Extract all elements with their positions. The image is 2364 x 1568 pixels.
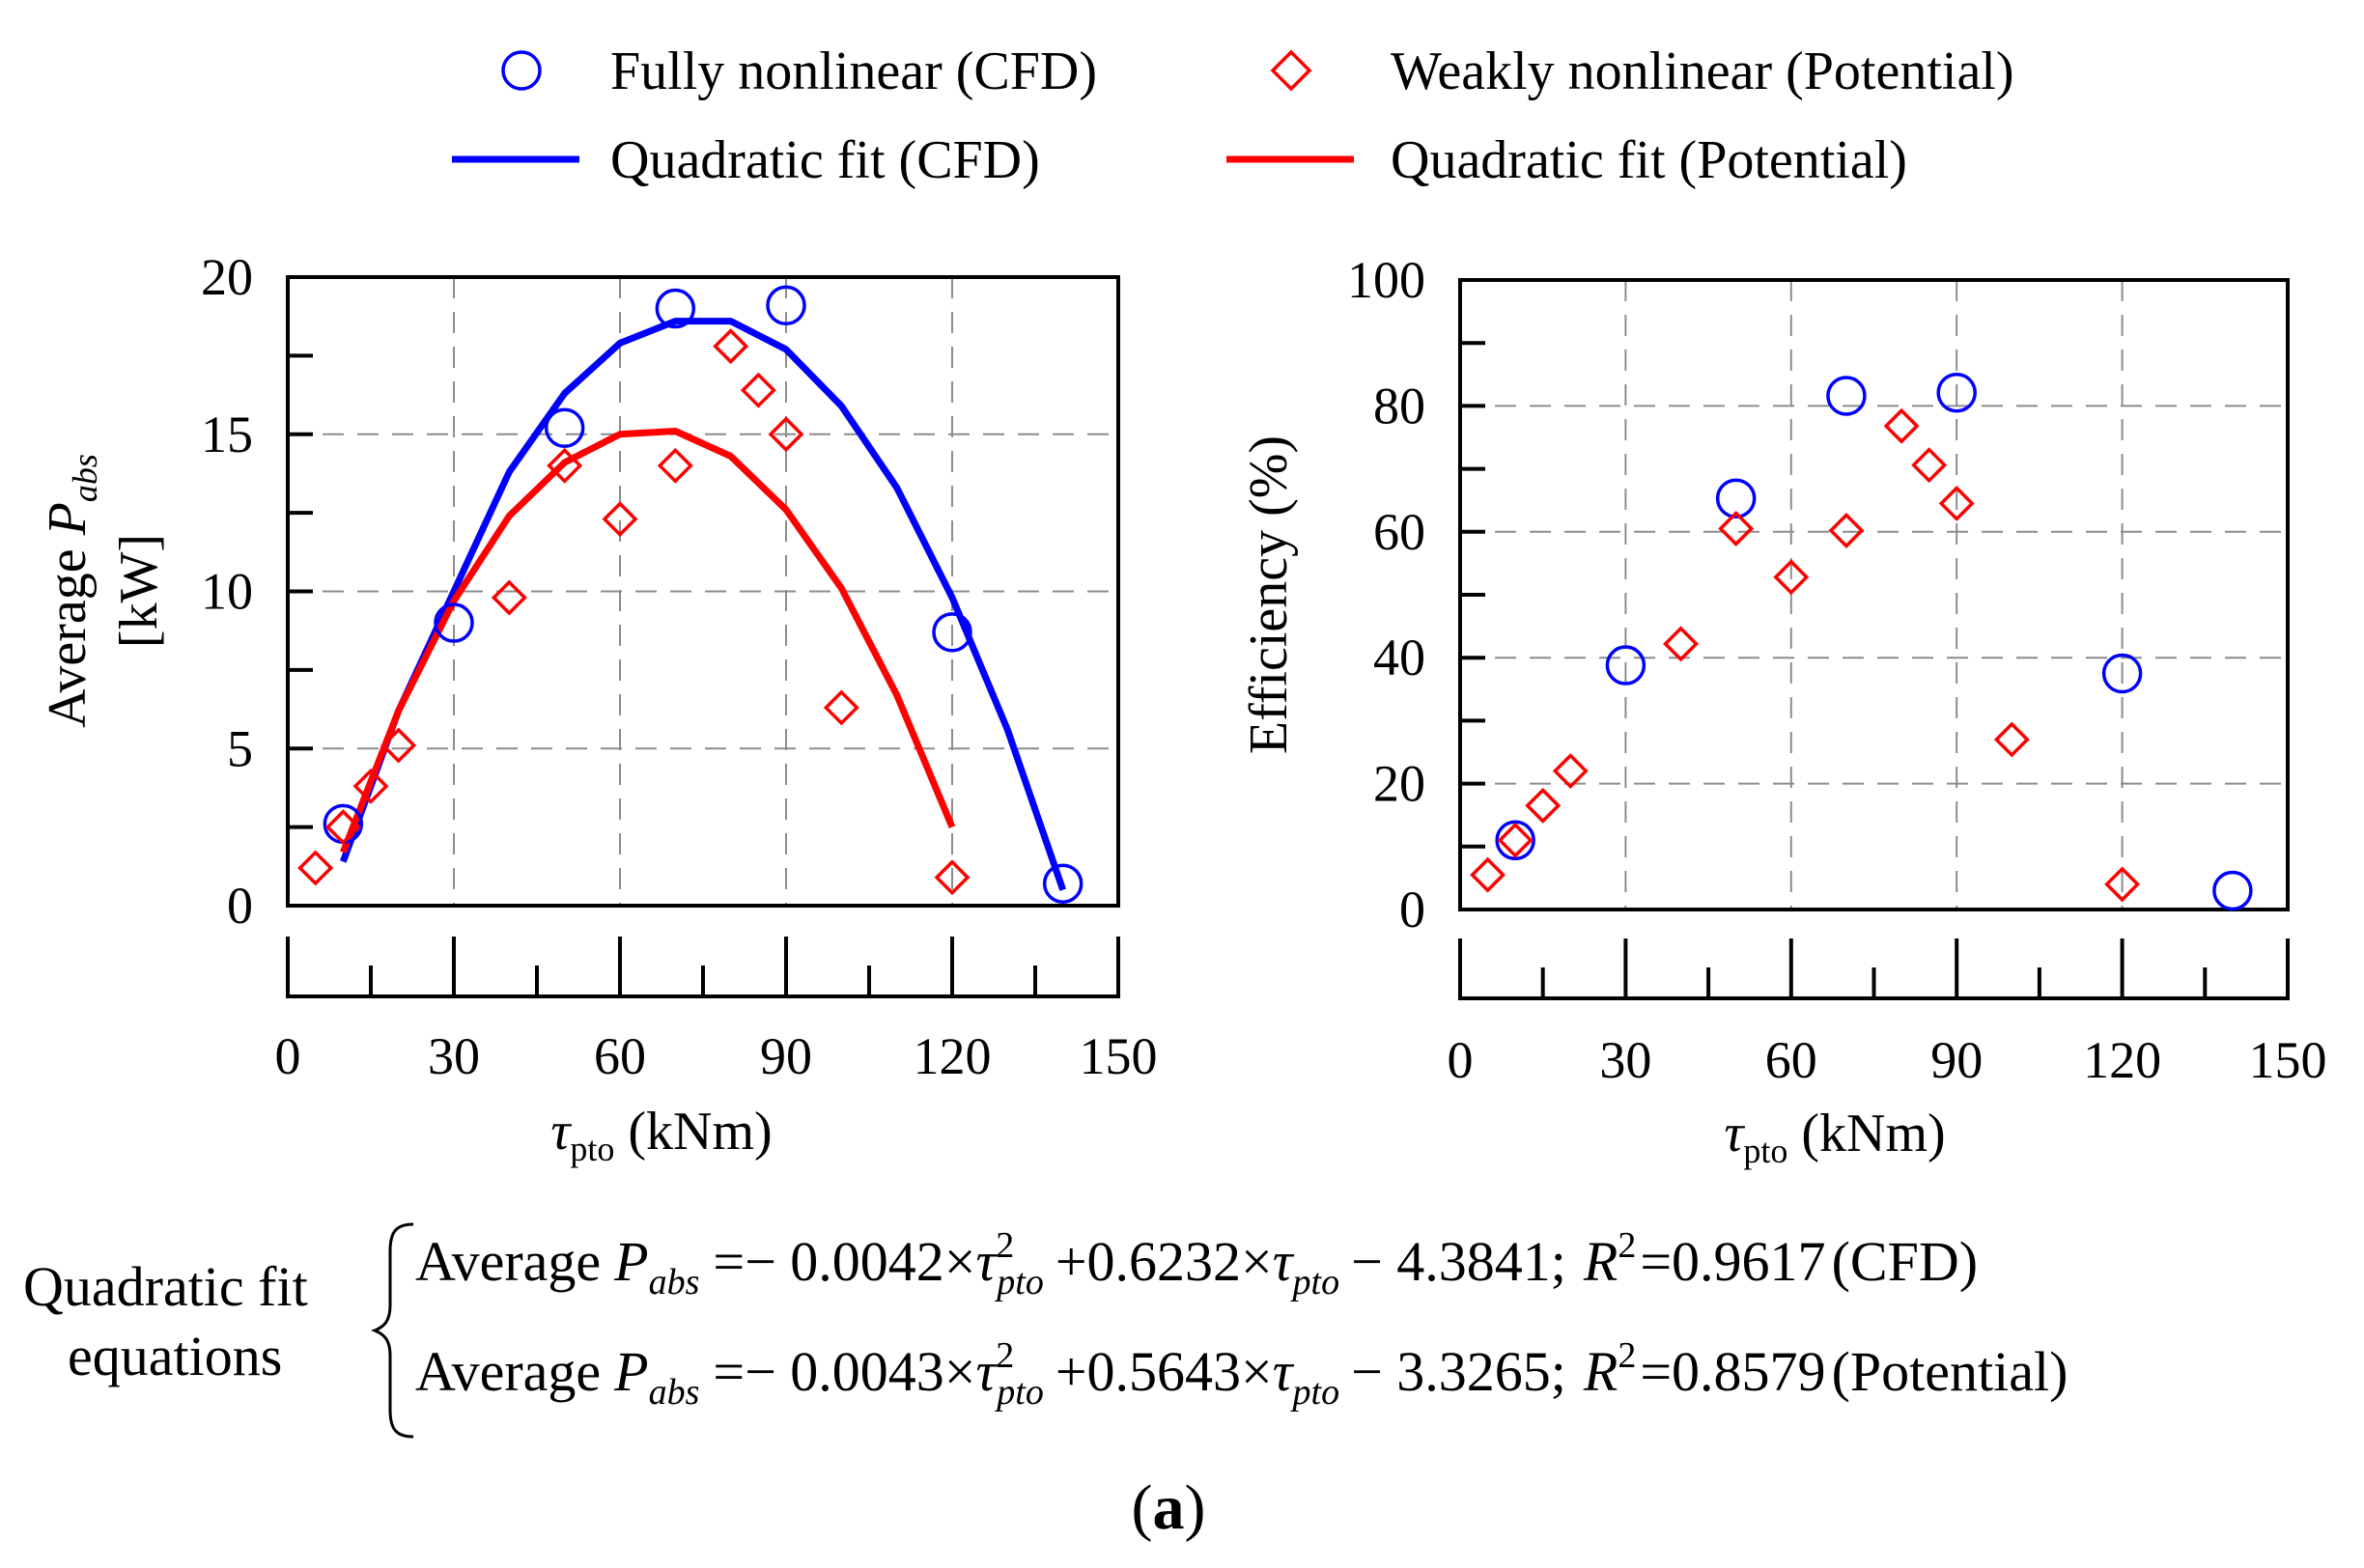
x-tick-label: 90 xyxy=(760,1027,812,1085)
data-point-potential xyxy=(1470,856,1506,893)
data-point-potential xyxy=(1993,721,2030,758)
data-layer xyxy=(1470,372,2253,911)
ticks: 0 5 10 15 20 0 30 60 90 120 150 xyxy=(201,248,1158,1085)
legend-potential-marker xyxy=(1270,49,1312,92)
x-tick-label: 30 xyxy=(1599,1031,1651,1089)
x-tick-label: 60 xyxy=(1765,1031,1817,1089)
y-axis-label: Efficiency (%) xyxy=(1239,435,1299,754)
y-tick-label: 10 xyxy=(201,563,253,621)
data-point-potential xyxy=(768,416,804,453)
y-tick-label: 15 xyxy=(201,406,253,463)
x-tick-label: 150 xyxy=(2249,1031,2327,1089)
fit-equations: Quadratic fit equations Average Pabs =− 0.… xyxy=(23,1222,2068,1439)
x-axis-label: τpto (kNm) xyxy=(1724,1104,1945,1170)
grid xyxy=(288,277,1118,906)
data-point-potential xyxy=(297,850,334,886)
data-layer xyxy=(297,285,1084,904)
data-point-potential xyxy=(352,768,389,804)
data-point-potential xyxy=(1938,485,1975,521)
plot-frame xyxy=(1458,278,2290,911)
equation-cfd: Average Pabs =− 0.0042×τ2 pto +0.6232×τpto − … xyxy=(415,1225,1978,1302)
data-point-cfd xyxy=(932,612,972,653)
x-axis-label: τpto (kNm) xyxy=(550,1102,772,1168)
data-point-potential xyxy=(602,501,638,538)
fit-line xyxy=(340,428,956,854)
x-tick-label: 0 xyxy=(1448,1031,1474,1089)
data-point-cfd xyxy=(1826,376,1867,416)
data-point-cfd xyxy=(2101,653,2143,694)
data-point-potential xyxy=(491,579,527,616)
legend-cfd-marker xyxy=(501,50,542,91)
data-point-cfd xyxy=(766,285,806,326)
data-point-potential xyxy=(2104,866,2141,903)
y-tick-label: 100 xyxy=(1347,251,1425,309)
legend-cfd-fit-label: Quadratic fit (CFD) xyxy=(610,130,1040,190)
data-point-potential xyxy=(324,809,361,846)
x-tick-label: 120 xyxy=(2083,1031,2161,1089)
power-chart: 0 5 10 15 20 0 30 60 90 120 150 τpto (kNm) AverageP… xyxy=(38,248,1158,1168)
data-point-potential xyxy=(1773,559,1810,596)
data-point-cfd xyxy=(2212,870,2253,911)
data-point-potential xyxy=(547,447,583,484)
data-point-potential xyxy=(1718,511,1755,547)
y-tick-label: 60 xyxy=(1373,503,1425,561)
data-point-potential xyxy=(1883,407,1920,444)
data-point-potential xyxy=(1828,513,1865,548)
equation-potential: Average Pabs =− 0.0043×τ2 pto +0.5643×τpto − … xyxy=(415,1335,2068,1413)
x-tick-label: 120 xyxy=(914,1027,992,1085)
data-point-potential xyxy=(1552,753,1589,790)
efficiency-chart: 0 20 40 60 80 100 0 30 60 90 120 150 τpto (kNm) Effi… xyxy=(1239,251,2327,1170)
y-axis-label: AveragePabs xyxy=(38,454,104,728)
data-point-potential xyxy=(934,859,971,896)
data-point-cfd xyxy=(655,288,696,329)
data-point-potential xyxy=(657,447,693,484)
data-point-potential xyxy=(713,328,749,365)
y-tick-label: 20 xyxy=(201,248,253,306)
x-tick-label: 150 xyxy=(1080,1027,1158,1085)
y-axis-label-unit: [kW] xyxy=(109,534,169,648)
data-point-cfd xyxy=(1495,820,1535,861)
figure-caption: (a) xyxy=(1132,1472,1206,1543)
x-tick-label: 60 xyxy=(594,1027,646,1085)
equations-label-line1: Quadratic fit xyxy=(23,1255,308,1318)
data-point-potential xyxy=(823,689,859,726)
x-tick-label: 30 xyxy=(428,1027,480,1085)
legend-potential-label: Weakly nonlinear (Potential) xyxy=(1391,42,2014,101)
data-point-potential xyxy=(1525,787,1562,824)
y-tick-label: 0 xyxy=(1399,881,1425,938)
y-tick-label: 0 xyxy=(227,877,253,935)
x-tick-label: 0 xyxy=(275,1027,301,1085)
y-tick-label: 5 xyxy=(227,719,253,777)
y-tick-label: 80 xyxy=(1373,377,1425,434)
grid xyxy=(1460,280,2288,910)
legend-potential-fit-label: Quadratic fit (Potential) xyxy=(1391,130,1907,190)
equations-label-line2: equations xyxy=(68,1325,282,1387)
y-tick-label: 40 xyxy=(1373,629,1425,686)
data-point-potential xyxy=(1911,447,1948,484)
data-point-cfd xyxy=(1605,645,1646,686)
data-point-potential xyxy=(1663,626,1700,662)
data-point-cfd xyxy=(434,602,474,643)
equations-brace xyxy=(370,1222,414,1439)
ticks: 0 20 40 60 80 100 0 30 60 90 120 150 xyxy=(1347,251,2327,1089)
data-point-potential xyxy=(740,372,776,408)
legend-cfd-label: Fully nonlinear (CFD) xyxy=(610,42,1097,101)
data-point-potential xyxy=(380,727,417,764)
data-point-cfd xyxy=(1936,372,1977,413)
data-point-potential xyxy=(1497,822,1534,858)
legend: Fully nonlinear (CFD) Weakly nonlinear (… xyxy=(452,42,2014,190)
data-point-cfd xyxy=(544,407,585,448)
fit-line xyxy=(340,318,1067,891)
data-point-cfd xyxy=(1715,478,1757,518)
x-tick-label: 90 xyxy=(1930,1031,1983,1089)
data-point-cfd xyxy=(1042,863,1084,904)
y-tick-label: 20 xyxy=(1373,755,1425,813)
